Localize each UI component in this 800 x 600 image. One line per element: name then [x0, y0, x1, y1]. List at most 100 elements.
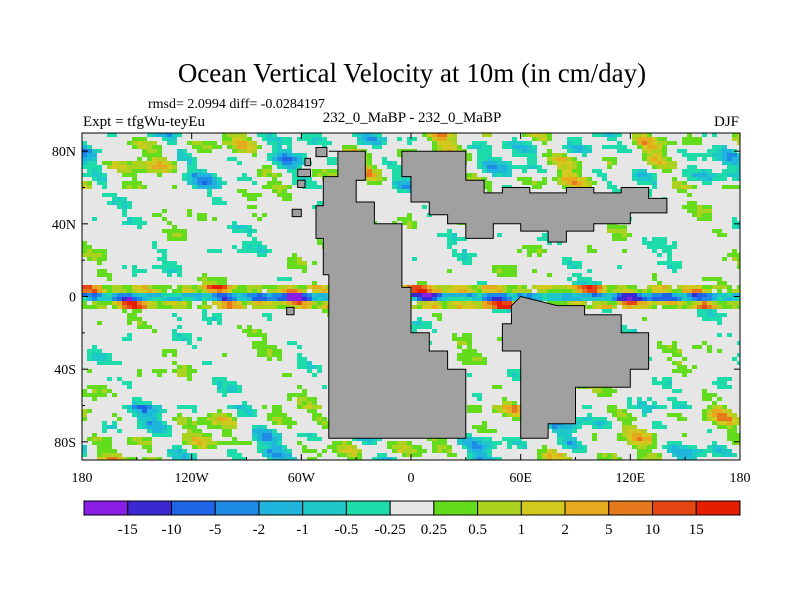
field-cell: [172, 233, 177, 237]
field-cell: [102, 429, 107, 433]
field-cell: [672, 261, 677, 265]
field-cell: [592, 169, 597, 173]
field-cell: [277, 193, 282, 197]
field-cell: [502, 173, 507, 177]
field-cell: [227, 421, 232, 425]
field-cell: [182, 441, 187, 445]
field-cell: [172, 265, 177, 269]
field-cell: [247, 413, 252, 417]
field-cell: [392, 161, 397, 165]
field-cell: [127, 321, 132, 325]
field-cell: [112, 457, 117, 460]
field-cell: [307, 305, 312, 309]
field-cell: [177, 157, 182, 161]
field-cell: [437, 449, 442, 453]
field-cell: [647, 457, 652, 460]
field-cell: [122, 165, 127, 169]
field-cell: [667, 301, 672, 305]
field-cell: [167, 141, 172, 145]
field-cell: [142, 149, 147, 153]
field-cell: [442, 301, 447, 305]
field-cell: [652, 273, 657, 277]
field-cell: [172, 229, 177, 233]
field-cell: [132, 401, 137, 405]
field-cell: [162, 249, 167, 253]
field-cell: [557, 285, 562, 289]
field-cell: [607, 425, 612, 429]
field-cell: [127, 409, 132, 413]
field-cell: [227, 385, 232, 389]
field-cell: [692, 165, 697, 169]
field-cell: [147, 457, 152, 460]
field-cell: [192, 161, 197, 165]
field-cell: [567, 437, 572, 441]
field-cell: [432, 141, 437, 145]
field-cell: [657, 245, 662, 249]
field-cell: [167, 297, 172, 301]
field-cell: [682, 373, 687, 377]
field-cell: [382, 161, 387, 165]
field-cell: [262, 213, 267, 217]
field-cell: [507, 285, 512, 289]
field-cell: [727, 437, 732, 441]
field-cell: [567, 429, 572, 433]
field-cell: [192, 165, 197, 169]
field-cell: [117, 305, 122, 309]
field-cell: [297, 289, 302, 293]
field-cell: [277, 137, 282, 141]
field-cell: [207, 441, 212, 445]
field-cell: [722, 285, 727, 289]
field-cell: [267, 297, 272, 301]
field-cell: [682, 297, 687, 301]
field-cell: [647, 405, 652, 409]
field-cell: [682, 357, 687, 361]
field-cell: [482, 149, 487, 153]
field-cell: [487, 149, 492, 153]
field-cell: [687, 153, 692, 157]
field-cell: [712, 449, 717, 453]
field-cell: [287, 137, 292, 141]
field-cell: [507, 305, 512, 309]
field-cell: [267, 165, 272, 169]
field-cell: [247, 285, 252, 289]
field-cell: [637, 293, 642, 297]
field-cell: [657, 457, 662, 460]
field-cell: [217, 321, 222, 325]
field-cell: [127, 333, 132, 337]
field-cell: [677, 445, 682, 449]
field-cell: [222, 305, 227, 309]
field-cell: [297, 177, 302, 181]
field-cell: [662, 145, 667, 149]
field-cell: [437, 133, 442, 137]
field-cell: [202, 313, 207, 317]
field-cell: [187, 177, 192, 181]
field-cell: [137, 157, 142, 161]
field-cell: [127, 217, 132, 221]
field-cell: [617, 145, 622, 149]
field-cell: [152, 305, 157, 309]
field-cell: [547, 453, 552, 457]
field-cell: [577, 177, 582, 181]
field-cell: [502, 397, 507, 401]
field-cell: [317, 365, 322, 369]
field-cell: [602, 309, 607, 313]
field-cell: [272, 137, 277, 141]
field-cell: [667, 257, 672, 261]
field-cell: [527, 141, 532, 145]
field-cell: [287, 165, 292, 169]
field-cell: [412, 449, 417, 453]
field-cell: [87, 289, 92, 293]
field-cell: [277, 297, 282, 301]
field-cell: [262, 445, 267, 449]
field-cell: [517, 413, 522, 417]
field-cell: [557, 425, 562, 429]
field-cell: [682, 457, 687, 460]
field-cell: [737, 161, 740, 165]
field-cell: [272, 189, 277, 193]
field-cell: [307, 405, 312, 409]
field-cell: [512, 141, 517, 145]
field-cell: [222, 181, 227, 185]
field-cell: [697, 293, 702, 297]
field-cell: [237, 225, 242, 229]
field-cell: [532, 249, 537, 253]
